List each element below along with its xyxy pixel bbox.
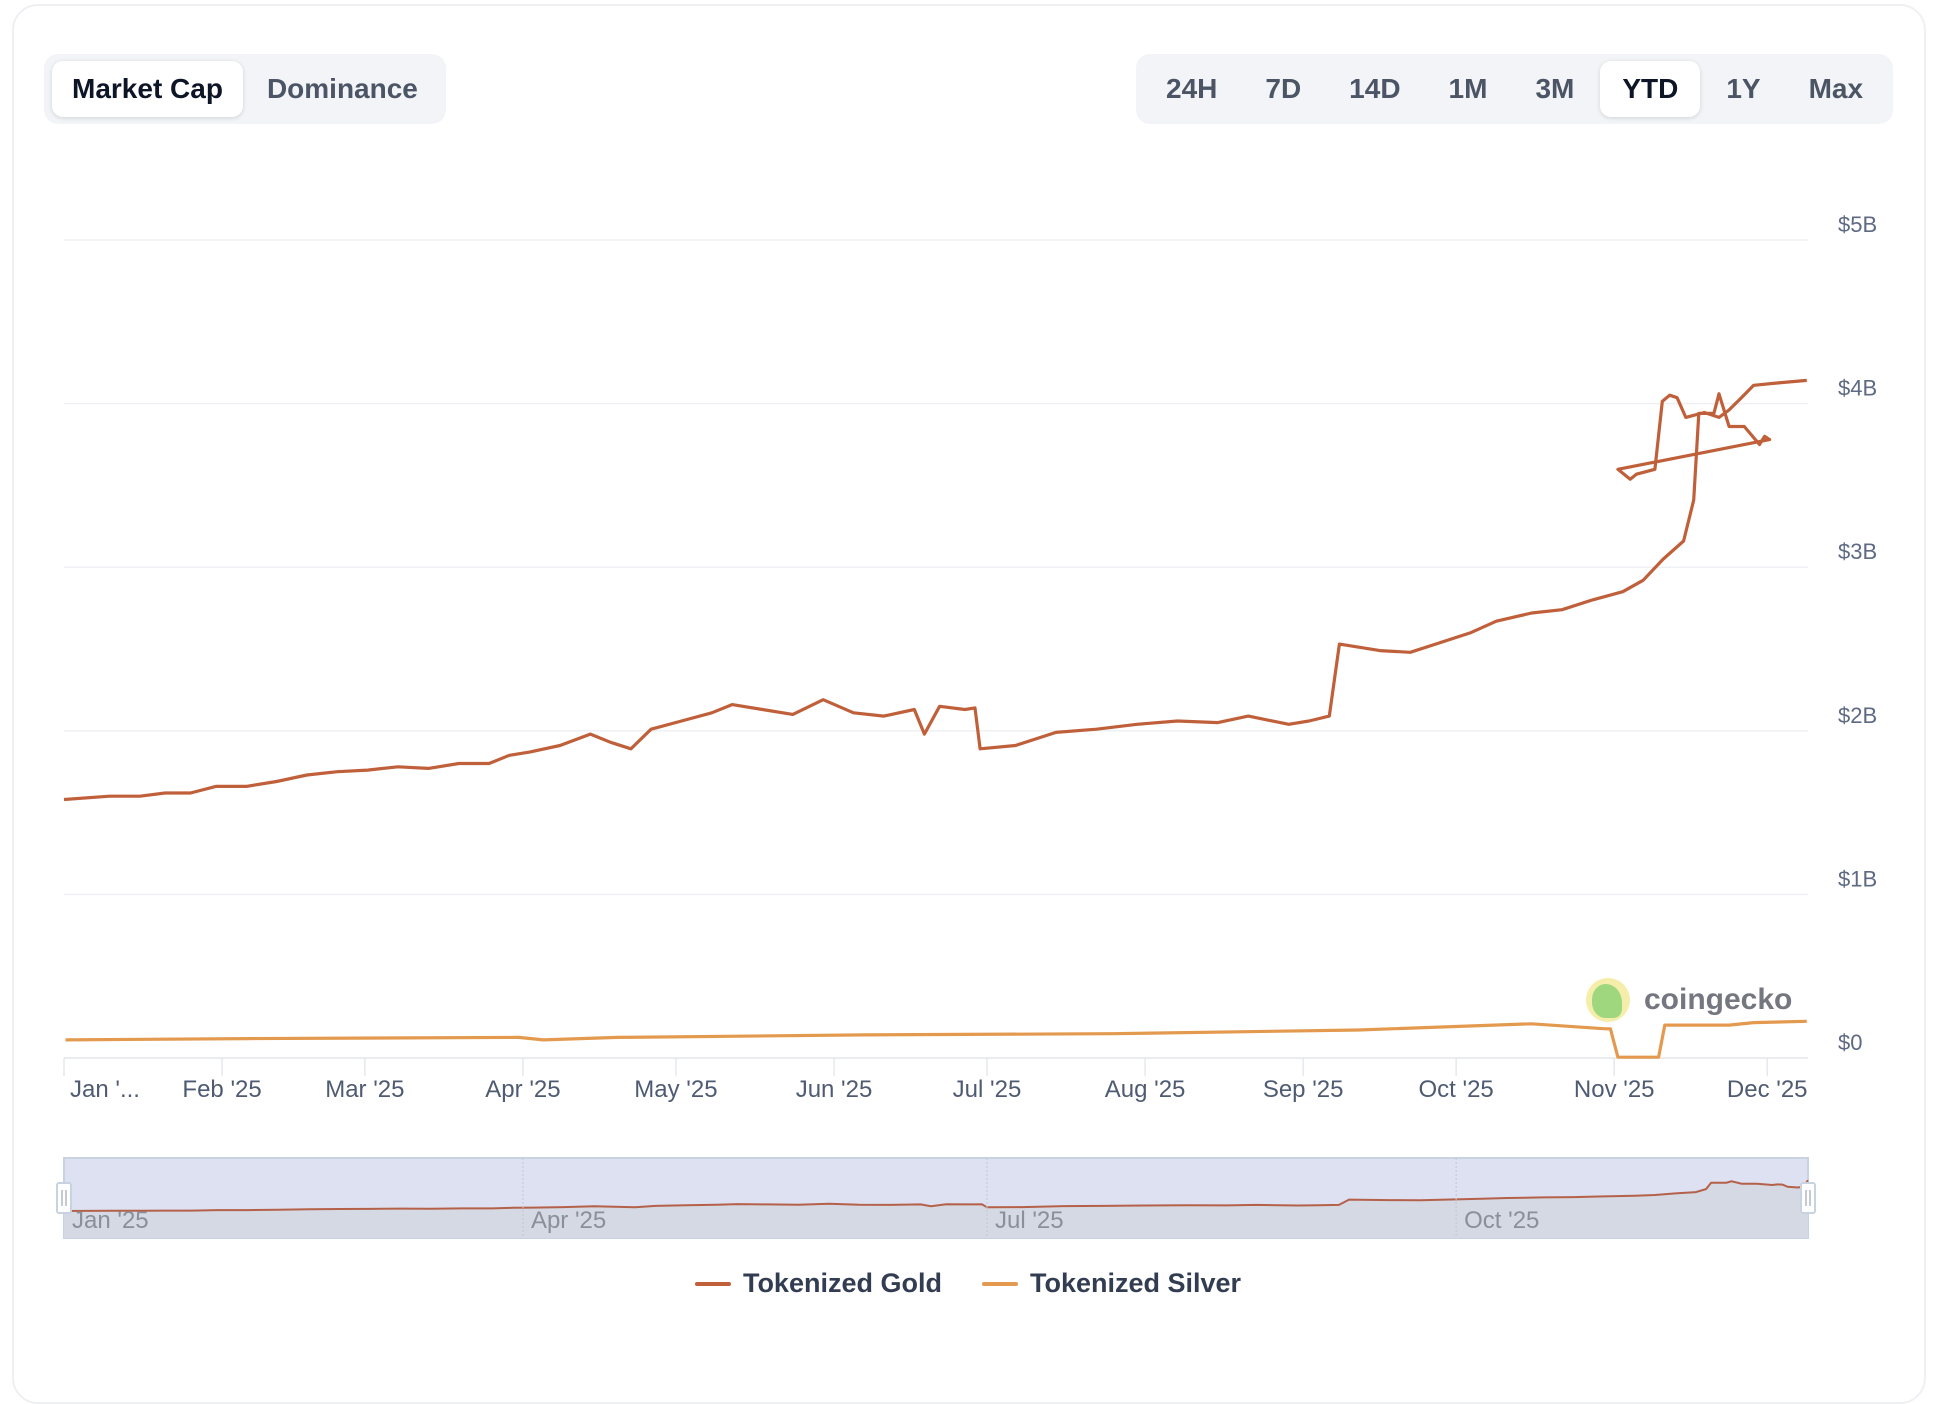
range-24h[interactable]: 24H [1166, 73, 1218, 104]
svg-text:$0: $0 [1838, 1030, 1862, 1055]
svg-text:$3B: $3B [1838, 539, 1877, 564]
range-14d[interactable]: 14D [1349, 73, 1401, 104]
legend-item-silver[interactable]: Tokenized Silver [981, 1268, 1242, 1299]
svg-text:May '25: May '25 [634, 1076, 717, 1103]
svg-text:Oct '25: Oct '25 [1464, 1207, 1539, 1234]
range-max[interactable]: Max [1808, 73, 1864, 104]
silver-swatch-icon [981, 1281, 1018, 1286]
svg-text:Dec '25: Dec '25 [1727, 1076, 1808, 1103]
legend: Tokenized Gold Tokenized Silver [0, 1268, 1936, 1299]
navigator-left-handle[interactable] [56, 1182, 72, 1214]
coingecko-watermark: coingecko [1586, 978, 1792, 1022]
svg-text:Apr '25: Apr '25 [531, 1207, 606, 1234]
legend-label: Tokenized Silver [1029, 1268, 1242, 1298]
svg-text:Sep '25: Sep '25 [1263, 1076, 1344, 1103]
range-1m[interactable]: 1M [1448, 73, 1488, 104]
watermark-text: coingecko [1644, 983, 1793, 1016]
gridlines [64, 239, 1808, 1059]
svg-text:$4B: $4B [1838, 376, 1877, 401]
svg-text:Jun '25: Jun '25 [796, 1076, 873, 1103]
svg-text:Oct '25: Oct '25 [1418, 1076, 1493, 1103]
tab-market-cap[interactable]: Market Cap [52, 61, 243, 117]
svg-text:Jul '25: Jul '25 [953, 1076, 1022, 1103]
svg-text:$1B: $1B [1838, 866, 1877, 891]
range-3m[interactable]: 3M [1535, 73, 1575, 104]
svg-text:$2B: $2B [1838, 703, 1877, 728]
range-1y[interactable]: 1Y [1726, 73, 1761, 104]
metric-toggle: Market Cap Dominance [44, 54, 446, 124]
svg-text:Jan '...: Jan '... [70, 1076, 140, 1103]
legend-item-gold[interactable]: Tokenized Gold [694, 1268, 942, 1299]
tab-dominance[interactable]: Dominance [266, 73, 418, 104]
svg-text:$5B: $5B [1838, 212, 1877, 237]
range-7d[interactable]: 7D [1265, 73, 1302, 104]
range-toggle: 24H 7D 14D 1M 3M YTD 1Y Max [1136, 54, 1894, 124]
gecko-logo-icon [1586, 978, 1630, 1022]
svg-text:Apr '25: Apr '25 [485, 1076, 560, 1103]
svg-text:Jan '25: Jan '25 [72, 1207, 149, 1234]
svg-text:Feb '25: Feb '25 [182, 1076, 261, 1103]
line-chart[interactable]: $0 $1B $2B $3B $4B $5B Jan '... Feb '25 Mar '25… [0, 0, 1936, 1350]
svg-text:Aug '25: Aug '25 [1105, 1076, 1186, 1103]
legend-label: Tokenized Gold [742, 1268, 942, 1298]
series-lines [63, 378, 1807, 1059]
navigator-right-handle[interactable] [1800, 1182, 1816, 1214]
svg-text:Nov '25: Nov '25 [1574, 1076, 1655, 1103]
range-ytd[interactable]: YTD [1600, 61, 1701, 117]
x-axis: Jan '... Feb '25 Mar '25 Apr '25 May '25 Jun … [63, 1057, 1808, 1103]
navigator[interactable]: Jan '25 Apr '25 Jul '25 Oct '25 [56, 1157, 1816, 1239]
svg-text:Jul '25: Jul '25 [995, 1207, 1064, 1234]
y-axis-labels: $0 $1B $2B $3B $4B $5B [1838, 212, 1877, 1055]
svg-text:Mar '25: Mar '25 [325, 1076, 404, 1103]
gold-swatch-icon [694, 1281, 731, 1286]
